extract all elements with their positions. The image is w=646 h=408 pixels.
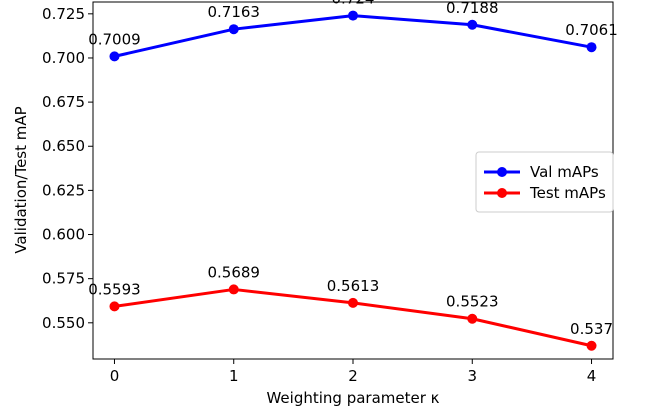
- y-tick-label: 0.700: [42, 49, 85, 67]
- legend-label: Test mAPs: [529, 184, 606, 202]
- y-tick-label: 0.575: [42, 270, 85, 288]
- data-label: 0.7009: [88, 30, 141, 48]
- data-label: 0.5613: [327, 277, 380, 295]
- y-tick-label: 0.550: [42, 314, 85, 332]
- data-point: [348, 10, 358, 21]
- data-label: 0.5593: [88, 280, 141, 298]
- x-axis-label: Weighting parameter κ: [266, 389, 439, 407]
- legend-label: Val mAPs: [530, 163, 599, 181]
- axis-ticks: 0 1 2 3 4 0.550 0.575 0.600 0.625 0.650 0.675 0.700…: [42, 5, 596, 385]
- x-tick-label: 3: [467, 367, 477, 385]
- data-point: [467, 19, 478, 30]
- x-tick-label: 1: [229, 367, 239, 385]
- data-label: 0.7163: [207, 3, 260, 21]
- series-group: [109, 10, 597, 351]
- data-label: 0.5523: [446, 293, 499, 311]
- y-tick-label: 0.600: [42, 226, 85, 244]
- x-tick-label: 4: [587, 367, 597, 385]
- y-tick-label: 0.725: [42, 5, 85, 23]
- data-label: 0.7188: [446, 0, 499, 17]
- legend-box: [475, 151, 614, 213]
- x-tick-label: 0: [110, 367, 120, 385]
- data-label: 0.7061: [565, 21, 618, 39]
- data-label: 0.537: [570, 320, 613, 338]
- data-point: [586, 42, 597, 53]
- data-label: 0.5689: [207, 263, 260, 281]
- data-point: [109, 51, 120, 62]
- data-point: [109, 301, 120, 312]
- y-tick-label: 0.675: [42, 93, 85, 111]
- legend-swatch-marker: [497, 188, 507, 198]
- y-tick-label: 0.625: [42, 181, 85, 199]
- data-label: 0.724: [332, 0, 375, 8]
- x-tick-label: 2: [348, 367, 358, 385]
- y-tick-label: 0.650: [42, 137, 85, 155]
- data-point: [228, 24, 239, 35]
- data-point: [348, 297, 358, 308]
- legend: Val mAPs Test mAPs: [475, 151, 614, 213]
- y-axis-label: Validation/Test mAP: [12, 106, 30, 253]
- data-labels: 0.7009 0.7163 0.724 0.7188 0.7061 0.5593 0.568…: [88, 0, 618, 338]
- data-point: [228, 284, 239, 295]
- data-point: [586, 340, 597, 351]
- legend-swatch-marker: [497, 167, 507, 177]
- data-point: [467, 313, 478, 324]
